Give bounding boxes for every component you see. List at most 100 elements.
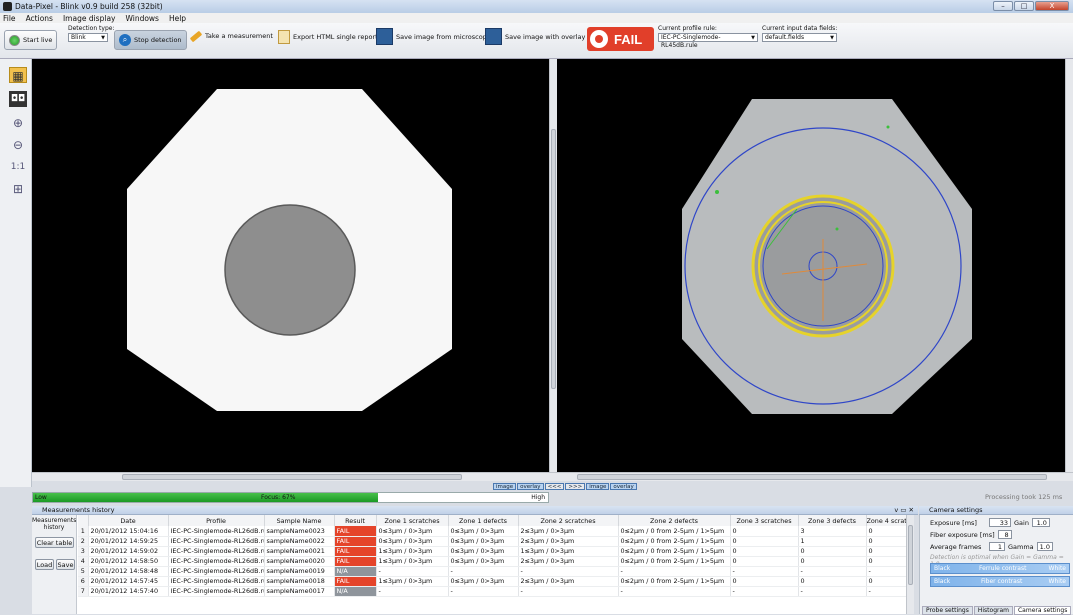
- history-table: Date Profile Sample Name Result Zone 1 scrat…: [78, 515, 907, 597]
- left-vertical-scrollbar[interactable]: [549, 59, 557, 472]
- table-body: 1 20/01/2012 15:04:16 IEC-PC-Singlemode-RL…: [78, 526, 907, 597]
- column-header[interactable]: Zone 2 scratches: [518, 515, 619, 526]
- stop-detection-button[interactable]: ⌕ Stop detection: [114, 30, 187, 50]
- column-header[interactable]: Zone 2 defects: [618, 515, 731, 526]
- avg-frames-input[interactable]: 1: [989, 542, 1005, 551]
- left-image-viewer[interactable]: [32, 59, 549, 472]
- fail-icon: [590, 30, 608, 48]
- table-cell: 20/01/2012 14:58:50: [88, 556, 169, 567]
- gain-input[interactable]: 1.0: [1031, 518, 1050, 527]
- right-hscroll-thumb[interactable]: [577, 474, 1047, 480]
- avg-frames-row: Average frames 1 Gamma 1.0: [930, 542, 1053, 551]
- nav-prev[interactable]: <<<: [544, 483, 565, 490]
- detection-type-value: Blink: [71, 34, 86, 41]
- column-header[interactable]: Zone 3 scratches: [730, 515, 799, 526]
- detection-type-select[interactable]: Blink ▼: [68, 33, 108, 42]
- column-header[interactable]: Sample Name: [264, 515, 335, 526]
- zone-cladding-boundary: [762, 205, 884, 327]
- table-cell: -: [798, 586, 867, 597]
- zoom-in-icon[interactable]: ⊕: [12, 116, 24, 130]
- table-cell: IEC-PC-Singlemode-RL26dB.rule: [168, 536, 265, 547]
- fiber-black-label: Black: [934, 578, 951, 585]
- export-html-button[interactable]: Export HTML single report: [278, 30, 378, 44]
- profile-rule-select[interactable]: IEC-PC-Singlemode-RL45dB.rule ▼: [658, 33, 758, 49]
- exposure-input[interactable]: 33: [989, 518, 1011, 527]
- left-vscroll-thumb[interactable]: [551, 129, 556, 389]
- table-cell: -: [730, 566, 799, 577]
- table-cell: 0: [730, 546, 799, 557]
- column-header[interactable]: Zone 1 defects: [448, 515, 519, 526]
- input-fields-select[interactable]: default.fields ▼: [762, 33, 837, 42]
- row-index: 6: [78, 576, 89, 587]
- start-live-button[interactable]: Start live: [4, 30, 58, 50]
- save-image-overlay-button[interactable]: Save image with overlay: [485, 28, 585, 45]
- column-header[interactable]: Zone 3 defects: [798, 515, 867, 526]
- overlay-toggle-icon[interactable]: ▦: [9, 67, 27, 83]
- result-cell: N/A: [334, 566, 377, 577]
- row-index: 4: [78, 556, 89, 567]
- menu-image-display[interactable]: Image display: [62, 13, 116, 23]
- menu-file[interactable]: File: [3, 13, 16, 23]
- clear-table-button[interactable]: Clear table: [35, 537, 74, 548]
- left-horizontal-scrollbar[interactable]: [32, 472, 557, 481]
- fiber-contrast-slider[interactable]: Black Fiber contrast White: [930, 576, 1070, 587]
- record-icon: [9, 34, 20, 46]
- column-header[interactable]: [78, 515, 89, 526]
- gamma-label: Gamma: [1008, 542, 1034, 551]
- table-cell: -: [866, 586, 907, 597]
- table-cell: 0: [866, 556, 907, 567]
- history-vscroll-thumb[interactable]: [908, 525, 913, 585]
- table-cell: 20/01/2012 15:04:16: [88, 526, 169, 537]
- table-row[interactable]: 4 20/01/2012 14:58:50 IEC-PC-Singlemode-RL…: [78, 556, 907, 567]
- nav-next[interactable]: >>>: [565, 483, 586, 490]
- save-button[interactable]: Save: [56, 559, 75, 570]
- table-cell: 0: [730, 556, 799, 567]
- column-header[interactable]: Profile: [168, 515, 265, 526]
- column-header[interactable]: Date: [88, 515, 169, 526]
- table-cell: -: [376, 586, 449, 597]
- right-vertical-scrollbar[interactable]: [1065, 59, 1073, 472]
- column-header[interactable]: Zone 1 scratches: [376, 515, 449, 526]
- save-image-microscope-button[interactable]: Save image from microscope: [376, 28, 491, 45]
- load-button[interactable]: Load: [35, 559, 54, 570]
- table-row[interactable]: 5 20/01/2012 14:58:48 IEC-PC-Singlemode-RL…: [78, 566, 907, 577]
- right-horizontal-scrollbar[interactable]: [557, 472, 1073, 481]
- gamma-input[interactable]: 1.0: [1036, 542, 1053, 551]
- right-tab-overlay[interactable]: overlay: [610, 483, 637, 490]
- table-cell: 0≤2µm / 0 from 2-5µm / 1>5µm: [618, 556, 731, 567]
- right-image-viewer[interactable]: [557, 59, 1065, 472]
- zoom-fit-icon[interactable]: ⊞: [12, 182, 24, 196]
- history-vertical-scrollbar[interactable]: [906, 515, 914, 614]
- table-cell: 0: [730, 576, 799, 587]
- left-hscroll-thumb[interactable]: [122, 474, 462, 480]
- table-row[interactable]: 2 20/01/2012 14:59:25 IEC-PC-Singlemode-RL…: [78, 536, 907, 547]
- minimize-button[interactable]: –: [993, 1, 1013, 11]
- history-panel: Measurements history Clear table Load Sa…: [32, 515, 914, 614]
- fiber-core: [224, 204, 356, 336]
- left-tab-overlay[interactable]: overlay: [517, 483, 544, 490]
- ferrule-contrast-slider[interactable]: Black Ferrule contrast White: [930, 563, 1070, 574]
- column-header[interactable]: Result: [334, 515, 377, 526]
- left-tab-image[interactable]: image: [493, 483, 517, 490]
- menu-help[interactable]: Help: [168, 13, 187, 23]
- panel-close-icon[interactable]: ⅴ ▭ ✕: [894, 506, 914, 514]
- table-row[interactable]: 3 20/01/2012 14:59:02 IEC-PC-Singlemode-RL…: [78, 546, 907, 557]
- column-header[interactable]: Zone 4 scratc: [866, 515, 907, 526]
- table-cell: -: [376, 566, 449, 577]
- fiber-exposure-input[interactable]: 8: [997, 530, 1012, 539]
- table-row[interactable]: 6 20/01/2012 14:57:45 IEC-PC-Singlemode-RL…: [78, 576, 907, 587]
- zoom-out-icon[interactable]: ⊖: [12, 138, 24, 152]
- menu-actions[interactable]: Actions: [25, 13, 53, 23]
- table-row[interactable]: 1 20/01/2012 15:04:16 IEC-PC-Singlemode-RL…: [78, 526, 907, 537]
- result-cell: FAIL: [334, 546, 377, 557]
- camera-settings-panel: Exposure [ms] 33 Gain 1.0 Fiber exposure…: [919, 515, 1073, 614]
- menu-windows[interactable]: Windows: [125, 13, 159, 23]
- maximize-button[interactable]: □: [1014, 1, 1034, 11]
- table-cell: sampleName0020: [264, 556, 335, 567]
- close-button[interactable]: X: [1035, 1, 1069, 11]
- zoom-1to1-icon[interactable]: 1:1: [10, 162, 26, 172]
- dual-view-icon[interactable]: ◘◘: [9, 91, 27, 107]
- table-row[interactable]: 7 20/01/2012 14:57:40 IEC-PC-Singlemode-RL…: [78, 586, 907, 597]
- right-tab-image[interactable]: image: [586, 483, 610, 490]
- take-measurement-button[interactable]: Take a measurement: [189, 30, 273, 42]
